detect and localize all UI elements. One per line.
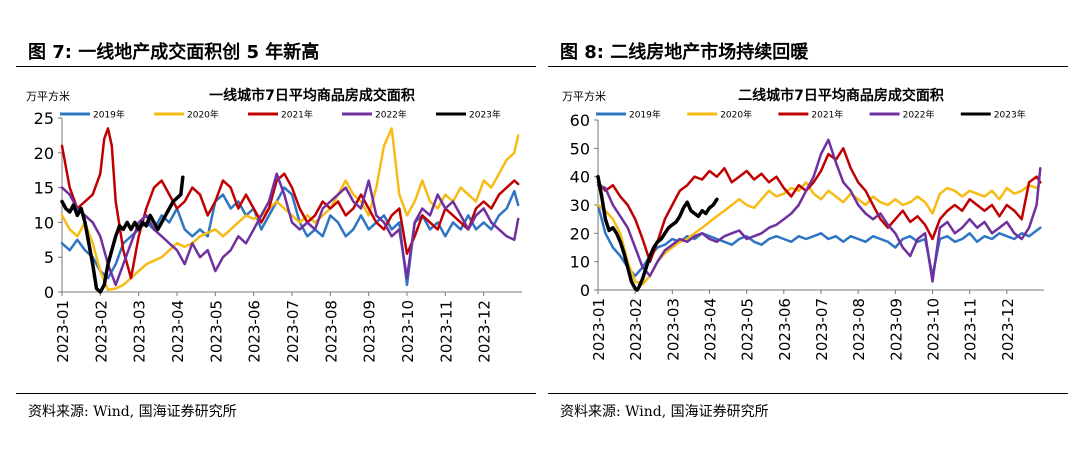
legend-label: 2020年 [187, 109, 219, 121]
series-line [596, 138, 1042, 283]
source-note: 资料来源: Wind, 国海证券研究所 [28, 404, 237, 420]
unit-label: 万平方米 [26, 89, 70, 103]
bottom-rule [548, 393, 1068, 394]
figure-title: 图 8: 二线房地产市场持续回暖 [560, 42, 809, 63]
series-line [596, 181, 1042, 286]
top-rule [548, 66, 1068, 67]
x-tick-label: 2023-10 [399, 300, 417, 363]
legend-label: 2023年 [469, 109, 501, 121]
y-tick-label: 20 [570, 224, 590, 243]
x-tick-label: 2023-09 [887, 298, 905, 361]
y-tick-label: 50 [570, 139, 590, 158]
chart-title: 一线城市7日平均商品房成交面积 [209, 87, 415, 104]
y-tick-label: 30 [570, 196, 590, 215]
x-tick-label: 2023-03 [131, 300, 149, 363]
unit-label: 万平方米 [562, 89, 606, 103]
legend-label: 2022年 [375, 109, 407, 121]
x-tick-label: 2023-02 [92, 300, 110, 363]
y-tick-label: 5 [44, 248, 54, 267]
x-tick-label: 2023-04 [702, 298, 720, 361]
x-tick-label: 2023-11 [962, 298, 980, 361]
chart-second-tier: 万平方米 二线城市7日平均商品房成交面积 2019年 2020年 2021年 2022年 2… [562, 87, 1044, 361]
x-tick-label: 2023-11 [437, 300, 455, 363]
y-tick-label: 20 [34, 144, 54, 163]
x-tick-label: 2023-10 [925, 298, 943, 361]
x-tick-label: 2023-04 [169, 300, 187, 363]
x-tick-label: 2023-07 [284, 300, 302, 363]
y-tick-label: 25 [34, 109, 54, 128]
x-tick-label: 2023-09 [361, 300, 379, 363]
x-tick-label: 2023-01 [590, 298, 608, 361]
x-tick-label: 2023-07 [813, 298, 831, 361]
top-rule [16, 66, 536, 67]
x-tick-label: 2023-03 [664, 298, 682, 361]
y-tick-label: 15 [34, 179, 54, 198]
legend-label: 2020年 [720, 109, 752, 121]
y-tick-label: 60 [570, 111, 590, 130]
legend-label: 2023年 [994, 109, 1026, 121]
x-tick-label: 2023-05 [739, 298, 757, 361]
x-tick-label: 2023-05 [207, 300, 225, 363]
figure-title: 图 7: 一线地产成交面积创 5 年新高 [28, 42, 320, 63]
y-tick-label: 10 [34, 213, 54, 232]
y-tick-label: 10 [570, 253, 590, 272]
series-line [596, 147, 1042, 263]
series-line [60, 175, 185, 294]
x-tick-label: 2023-06 [776, 298, 794, 361]
series-line [60, 127, 520, 292]
legend-label: 2019年 [93, 109, 125, 121]
x-tick-label: 2023-08 [322, 300, 340, 363]
x-tick-label: 2023-02 [627, 298, 645, 361]
legend-label: 2021年 [811, 109, 843, 121]
x-tick-label: 2023-06 [246, 300, 264, 363]
series-line [60, 172, 520, 287]
legend-label: 2022年 [903, 109, 935, 121]
source-note: 资料来源: Wind, 国海证券研究所 [560, 404, 769, 420]
figure-panel-left: 图 7: 一线地产成交面积创 5 年新高 万平方米 一线城市7日平均商品房成交面积… [16, 0, 541, 471]
series-line [596, 174, 719, 292]
x-tick-label: 2023-12 [476, 300, 494, 363]
chart-first-tier: 万平方米 一线城市7日平均商品房成交面积 2019年 2020年 2021年 2022年 2… [26, 87, 522, 363]
series-line [60, 186, 520, 287]
x-tick-label: 2023-12 [999, 298, 1017, 361]
legend-label: 2019年 [629, 109, 661, 121]
x-tick-label: 2023-01 [54, 300, 72, 363]
series-line [596, 203, 1042, 278]
x-tick-label: 2023-08 [850, 298, 868, 361]
y-tick-label: 0 [580, 281, 590, 300]
legend-label: 2021年 [281, 109, 313, 121]
chart-title: 二线城市7日平均商品房成交面积 [738, 87, 944, 104]
y-tick-label: 40 [570, 168, 590, 187]
bottom-rule [16, 393, 536, 394]
y-tick-label: 0 [44, 283, 54, 302]
figure-panel-right: 图 8: 二线房地产市场持续回暖 万平方米 二线城市7日平均商品房成交面积 2019… [548, 0, 1073, 471]
